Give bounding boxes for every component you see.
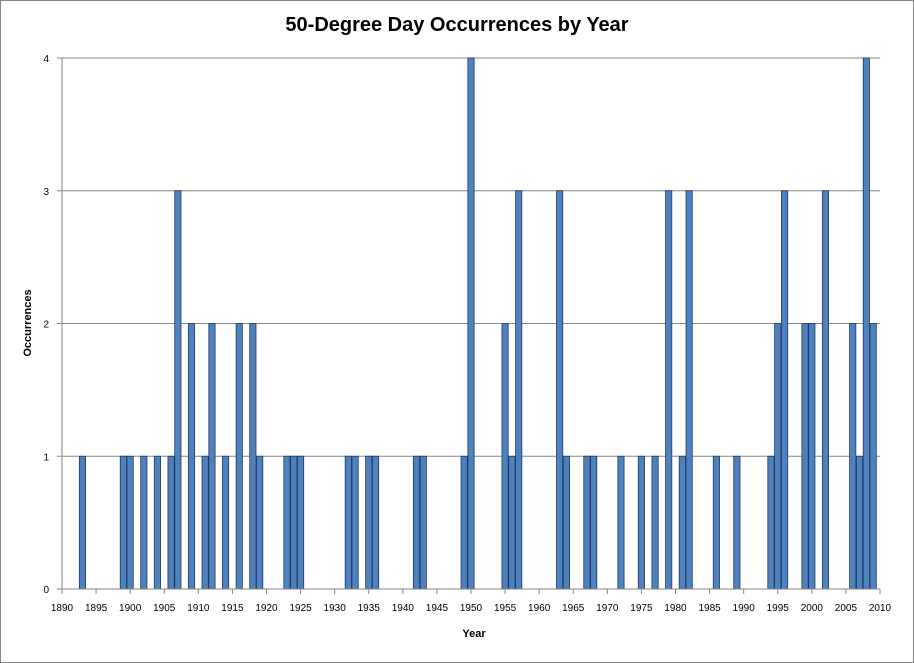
x-tick-label: 1960 [528, 603, 551, 614]
x-axis-label: Year [462, 628, 486, 640]
x-tick-label: 2005 [835, 603, 858, 614]
bar [174, 190, 182, 590]
bar [774, 323, 782, 590]
bar [562, 455, 570, 590]
y-tick-label: 1 [43, 452, 49, 463]
bar [126, 455, 134, 590]
bar [153, 455, 161, 590]
bar [365, 455, 373, 590]
bar [678, 455, 686, 590]
bar [249, 323, 257, 590]
x-tick-label: 1955 [494, 603, 517, 614]
bar [419, 455, 427, 590]
bar [637, 455, 645, 590]
bar [78, 455, 86, 590]
bar [508, 455, 516, 590]
x-tick-label: 1940 [392, 603, 415, 614]
bar [208, 323, 216, 590]
x-tick-label: 1995 [767, 603, 790, 614]
bar [515, 190, 523, 590]
bar [351, 455, 359, 590]
bar [712, 455, 720, 590]
x-tick-label: 1945 [426, 603, 449, 614]
bar [256, 455, 264, 590]
bar [590, 455, 598, 590]
x-tick-label: 2010 [869, 603, 892, 614]
bar [781, 190, 789, 590]
tick-labels: 0 1 2 3 4 1890 1895 1900 1905 1910 1915 1920 1925 193… [43, 54, 891, 614]
bar [849, 323, 857, 590]
x-tick-label: 1975 [630, 603, 653, 614]
axes [57, 57, 881, 594]
bar [651, 455, 659, 590]
bar [412, 455, 421, 590]
x-tick-label: 1935 [358, 603, 381, 614]
bar [283, 455, 291, 590]
bar [344, 455, 352, 590]
bar [856, 455, 864, 590]
x-tick-label: 1895 [85, 603, 108, 614]
bar-series [78, 57, 877, 590]
bar [869, 323, 877, 590]
y-tick-label: 3 [43, 187, 49, 198]
x-tick-label: 1915 [221, 603, 244, 614]
x-tick-label: 1925 [289, 603, 312, 614]
bar [808, 323, 816, 590]
x-tick-label: 1920 [255, 603, 278, 614]
bar [617, 455, 625, 590]
x-tick-label: 1910 [187, 603, 210, 614]
x-tick-label: 1970 [596, 603, 619, 614]
x-tick-label: 1985 [698, 603, 721, 614]
bar [733, 455, 741, 590]
x-tick-label: 1950 [460, 603, 483, 614]
bar [767, 455, 775, 590]
bar [685, 190, 693, 590]
bar [372, 455, 380, 590]
bar [467, 57, 475, 590]
bar [119, 455, 127, 590]
bar [187, 323, 196, 590]
bar [501, 323, 509, 590]
x-tick-label: 1990 [733, 603, 756, 614]
x-tick-label: 1965 [562, 603, 585, 614]
x-tick-label: 2000 [801, 603, 824, 614]
y-tick-label: 2 [43, 320, 49, 331]
bar [862, 57, 870, 590]
bar [556, 190, 564, 590]
bar [801, 323, 809, 590]
bar [222, 455, 230, 590]
bar [297, 455, 305, 590]
chart-title: 50-Degree Day Occurrences by Year [285, 14, 629, 36]
y-tick-label: 4 [43, 54, 49, 65]
x-tick-label: 1890 [51, 603, 74, 614]
x-tick-label: 1980 [664, 603, 687, 614]
y-tick-label: 0 [43, 585, 49, 596]
x-tick-label: 1900 [119, 603, 142, 614]
bar [235, 323, 243, 590]
bar [821, 190, 830, 590]
bar [140, 455, 148, 590]
x-tick-label: 1930 [324, 603, 347, 614]
bar [460, 455, 468, 590]
bar [201, 455, 209, 590]
bar [290, 455, 298, 590]
bar [665, 190, 673, 590]
bar [583, 455, 591, 590]
bar [167, 455, 175, 590]
x-tick-label: 1905 [153, 603, 176, 614]
